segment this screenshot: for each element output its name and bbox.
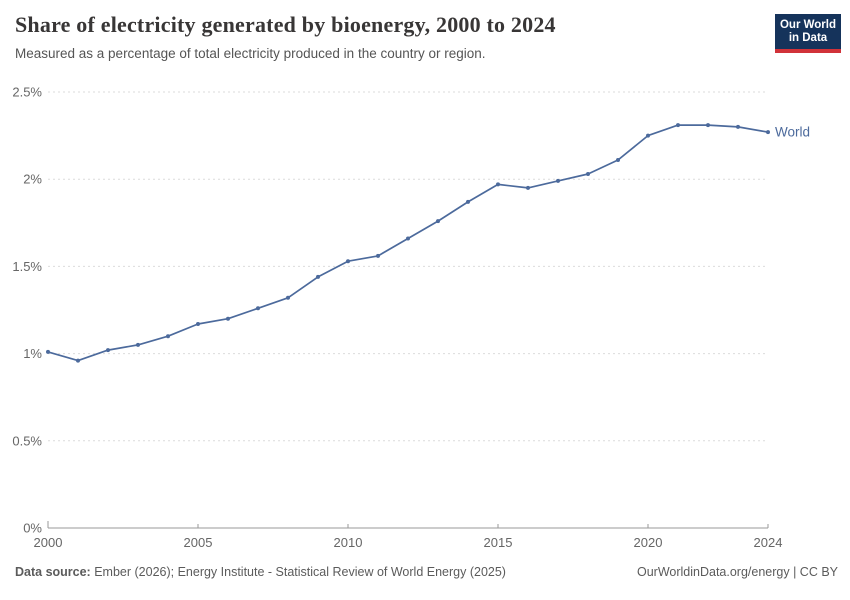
logo-line2: in Data <box>788 32 828 44</box>
data-point[interactable] <box>646 133 650 138</box>
data-point[interactable] <box>676 123 680 128</box>
logo-line1: Our World <box>779 19 836 31</box>
chart-header: Share of electricity generated by bioene… <box>15 12 766 63</box>
data-point[interactable] <box>316 274 320 279</box>
y-tick-label: 2% <box>23 172 42 187</box>
data-source-text: Ember (2026); Energy Institute - Statist… <box>90 565 506 579</box>
data-point[interactable] <box>196 322 200 326</box>
data-source-label: Data source: <box>15 565 91 579</box>
chart-footer: Data source: Ember (2026); Energy Instit… <box>15 565 838 579</box>
y-tick-label: 1% <box>23 346 42 361</box>
x-tick-label: 2020 <box>634 535 663 550</box>
chart-subtitle: Measured as a percentage of total electr… <box>15 46 486 62</box>
data-point[interactable] <box>736 124 740 129</box>
data-point[interactable] <box>586 172 590 176</box>
series-end-label[interactable]: World <box>775 125 810 140</box>
data-point[interactable] <box>466 199 470 204</box>
data-point[interactable] <box>436 219 440 224</box>
y-tick-label: 0.5% <box>12 433 42 448</box>
y-tick-label: 0% <box>23 521 42 536</box>
data-point[interactable] <box>76 358 80 363</box>
world-series-line[interactable] <box>47 124 769 362</box>
data-point[interactable] <box>136 342 140 347</box>
y-tick-label: 2.5% <box>12 85 42 100</box>
data-point[interactable] <box>766 130 770 135</box>
x-tick-label: 2000 <box>34 535 63 550</box>
chart-svg[interactable]: 0% 0.5% 1% 1.5% 2% 2.5% 2000 2005 2010 2015 2020 20… <box>0 0 850 560</box>
data-point[interactable] <box>46 349 50 354</box>
data-point[interactable] <box>526 185 530 190</box>
x-tick-label: 2015 <box>484 535 513 550</box>
data-point[interactable] <box>496 182 500 187</box>
data-source: Data source: Ember (2026); Energy Instit… <box>15 565 506 579</box>
x-tick-label: 2024 <box>754 535 783 550</box>
data-point[interactable] <box>226 316 230 321</box>
y-tick-label: 1.5% <box>12 259 42 274</box>
data-point[interactable] <box>616 158 620 162</box>
owid-logo[interactable]: Our World in Data <box>775 14 841 53</box>
data-point[interactable] <box>106 348 110 353</box>
page-title: Share of electricity generated by bioene… <box>15 12 556 37</box>
x-tick-label: 2005 <box>184 535 213 550</box>
credit-link[interactable]: OurWorldinData.org/energy | CC BY <box>636 565 838 579</box>
x-tick-label: 2010 <box>334 535 363 550</box>
data-point[interactable] <box>406 236 410 241</box>
data-point[interactable] <box>166 334 170 339</box>
data-point[interactable] <box>376 253 380 258</box>
data-point[interactable] <box>706 123 710 128</box>
data-point[interactable] <box>556 178 560 183</box>
data-point[interactable] <box>256 306 260 311</box>
data-point[interactable] <box>286 295 290 300</box>
data-point[interactable] <box>346 259 350 264</box>
